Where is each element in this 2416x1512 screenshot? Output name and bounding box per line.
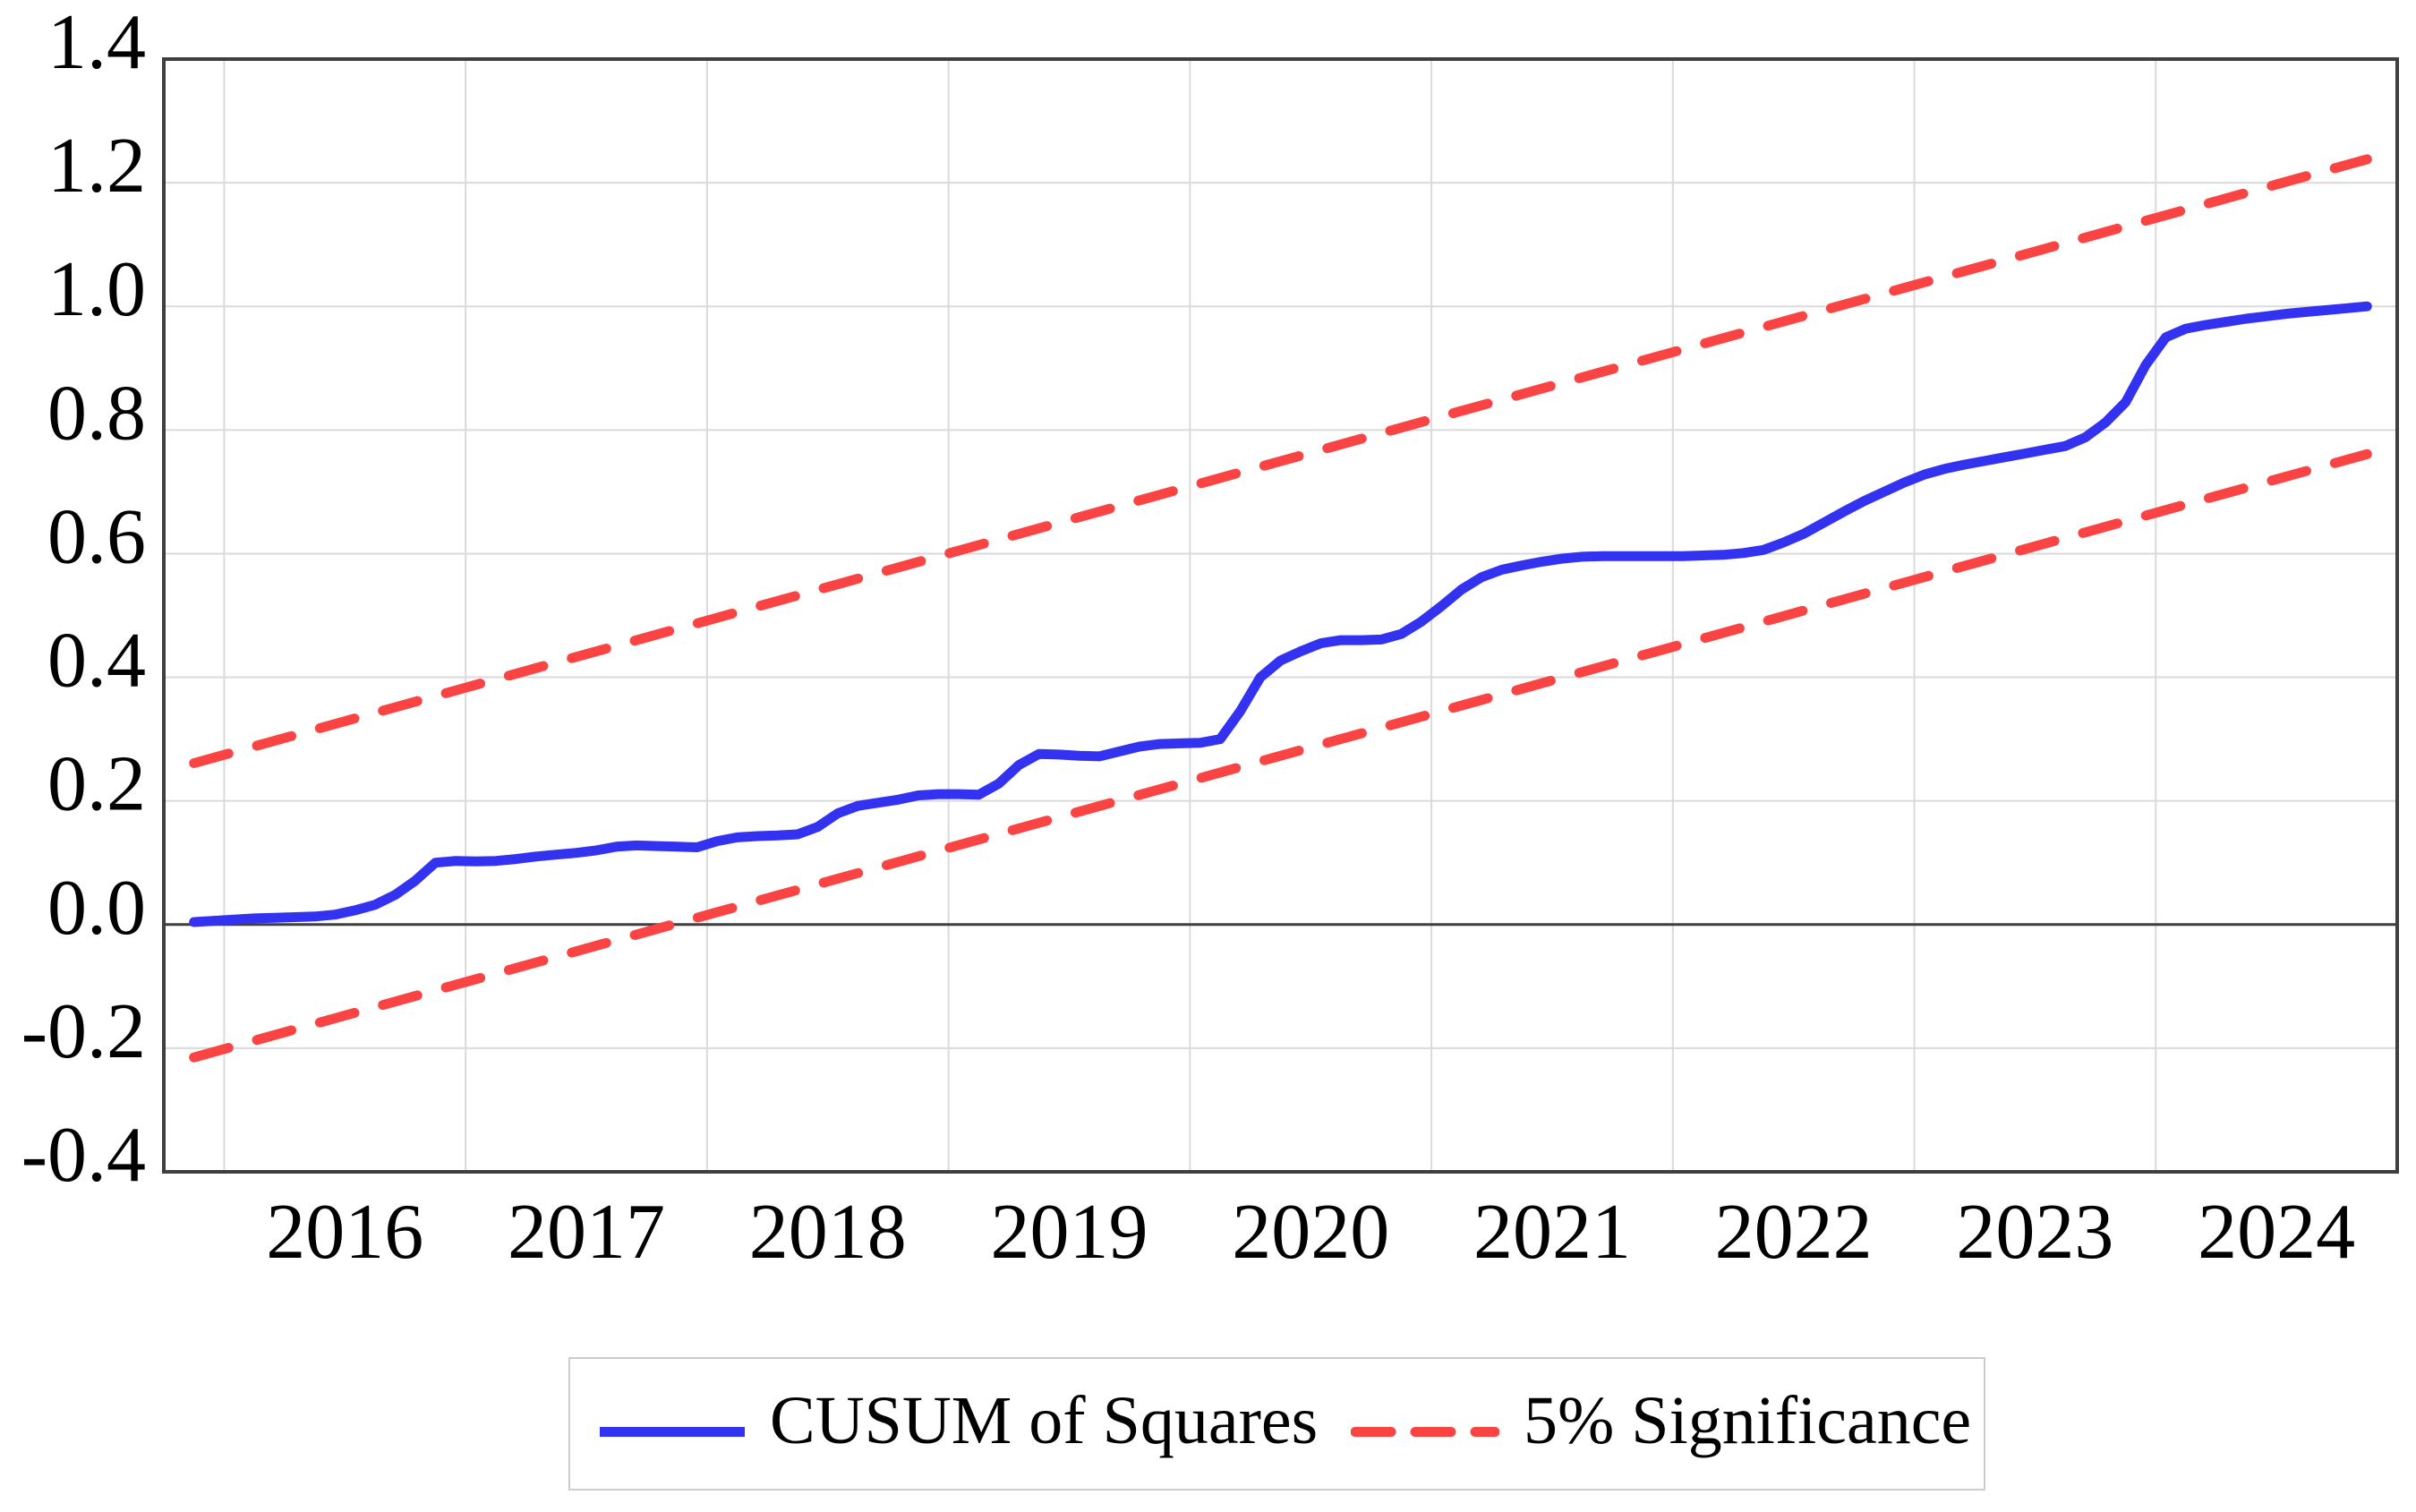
x-tick-label-2023: 2023 bbox=[1956, 1189, 2113, 1276]
cusum-of-squares-line bbox=[189, 301, 2372, 927]
legend: CUSUM of Squares 5% Significance bbox=[568, 1357, 1985, 1491]
y-tick-label-0.8: 0.8 bbox=[47, 370, 146, 457]
significance-bound-line bbox=[189, 154, 2372, 768]
y-tick-label--0.2: -0.2 bbox=[21, 988, 146, 1075]
legend-label-significance: 5% Significance bbox=[1524, 1383, 1972, 1458]
x-tick-label-2018: 2018 bbox=[749, 1189, 907, 1276]
legend-label-cusum: CUSUM of Squares bbox=[770, 1383, 1319, 1458]
y-tick-label-0.6: 0.6 bbox=[47, 493, 146, 580]
y-tick-label-1.0: 1.0 bbox=[47, 246, 146, 333]
y-tick-label-1.2: 1.2 bbox=[47, 123, 146, 209]
legend-significance-dash-sample bbox=[1351, 1427, 1499, 1437]
significance-bound-line bbox=[189, 448, 2372, 1063]
x-tick-label-2016: 2016 bbox=[266, 1189, 423, 1276]
x-tick-label-2024: 2024 bbox=[2198, 1189, 2355, 1276]
legend-cusum-line-sample bbox=[600, 1427, 745, 1437]
x-tick-label-2022: 2022 bbox=[1715, 1189, 1873, 1276]
x-tick-label-2019: 2019 bbox=[990, 1189, 1148, 1276]
y-tick-label-0.0: 0.0 bbox=[47, 865, 146, 952]
plot-border bbox=[162, 57, 2399, 1174]
x-tick-label-2017: 2017 bbox=[508, 1189, 665, 1276]
x-tick-label-2020: 2020 bbox=[1232, 1189, 1389, 1276]
y-tick-label-1.4: 1.4 bbox=[47, 0, 146, 86]
y-tick-label-0.2: 0.2 bbox=[47, 741, 146, 828]
y-tick-label-0.4: 0.4 bbox=[47, 618, 146, 705]
x-tick-label-2021: 2021 bbox=[1473, 1189, 1631, 1276]
y-tick-label--0.4: -0.4 bbox=[21, 1112, 146, 1199]
